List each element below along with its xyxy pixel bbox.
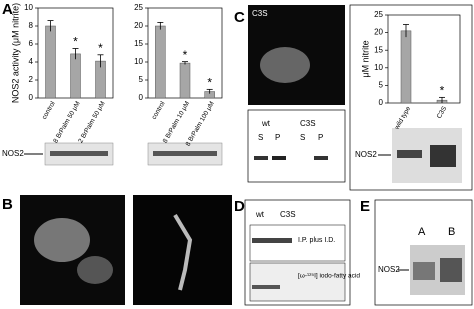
lane-label: C3S <box>300 119 316 128</box>
lane-label: wt <box>255 210 265 219</box>
y-tick-label: 20 <box>374 28 383 37</box>
blot-band <box>397 150 422 158</box>
bar <box>45 25 56 99</box>
fraction-label: P <box>275 133 280 142</box>
bar <box>179 62 191 99</box>
significance-marker: * <box>73 35 78 49</box>
significance-marker: * <box>440 84 445 98</box>
y-tick-label: 15 <box>134 39 143 48</box>
panel-box <box>244 199 351 306</box>
fraction-label: P <box>318 133 323 142</box>
x-tick-label: control <box>151 100 167 121</box>
bar <box>155 25 166 99</box>
x-tick-label: wild type <box>393 105 412 132</box>
row-label: [ω-¹²⁵I] iodo-fatty acid <box>298 273 360 280</box>
x-tick-label: control <box>41 100 57 121</box>
y-tick-label: 5 <box>379 81 384 90</box>
significance-marker: * <box>207 76 212 90</box>
blot-box <box>247 109 346 183</box>
bar <box>70 53 81 99</box>
y-axis-label: NOS2 activity (μM nitrite) <box>10 3 20 103</box>
y-tick-label: 10 <box>24 3 33 12</box>
cell <box>260 47 310 83</box>
y-tick-label: 8 <box>29 21 34 30</box>
panel-label: A <box>2 1 13 18</box>
image-label: C3S <box>252 9 268 18</box>
y-tick-label: 20 <box>134 21 143 30</box>
y-tick-label: 0 <box>379 98 384 107</box>
y-tick-label: 6 <box>29 39 34 48</box>
significance-marker: * <box>183 48 188 62</box>
fraction-label: S <box>258 133 263 142</box>
blot-label: NOS2 <box>378 265 400 274</box>
blot-band <box>413 262 435 280</box>
micrograph <box>133 195 232 305</box>
blot-band <box>272 156 286 160</box>
blot-band <box>254 156 268 160</box>
panel-label: C <box>234 9 245 26</box>
panel-label: B <box>2 196 13 213</box>
y-tick-label: 0 <box>29 93 34 102</box>
blot-band <box>50 151 108 156</box>
y-tick-label: 15 <box>374 45 383 54</box>
blot-label: NOS2 <box>2 149 24 158</box>
x-tick-label: 8 BrPalm 50 μM <box>52 100 81 144</box>
cell <box>34 218 90 262</box>
x-tick-label: 8 BrPalm 100 μM <box>185 100 216 147</box>
x-tick-label: 8 BrPalm 10 μM <box>162 100 191 144</box>
fraction-label: S <box>300 133 305 142</box>
blot-band <box>252 238 292 243</box>
bar <box>400 30 412 104</box>
blot-band <box>440 258 462 282</box>
significance-marker: * <box>98 41 103 55</box>
cell <box>173 213 193 291</box>
y-tick-label: 25 <box>134 3 143 12</box>
lane-label: A <box>418 226 426 238</box>
x-tick-label: 2 BrPalm 50 μM <box>77 100 106 144</box>
panel-label: E <box>360 198 370 215</box>
y-tick-label: 2 <box>29 75 34 84</box>
y-tick-label: 0 <box>139 93 144 102</box>
blot-band <box>314 156 328 160</box>
lane-label: wt <box>261 119 271 128</box>
y-tick-label: 25 <box>374 10 383 19</box>
y-tick-label: 10 <box>374 63 383 72</box>
blot-label: NOS2 <box>355 150 377 159</box>
lane-label: B <box>448 226 455 238</box>
y-tick-label: 10 <box>134 57 143 66</box>
cell <box>77 256 113 284</box>
blot <box>249 262 346 302</box>
blot-band <box>252 285 280 289</box>
panel-label: D <box>234 198 245 215</box>
row-label: I.P. plus I.D. <box>298 237 335 244</box>
lane-label: C3S <box>280 210 296 219</box>
plot-frame <box>387 14 461 104</box>
panel-box <box>349 4 473 191</box>
blot-band <box>430 145 456 167</box>
y-axis-label: μM nitrite <box>360 40 370 77</box>
panel-box <box>374 199 473 306</box>
y-tick-label: 4 <box>29 57 34 66</box>
y-tick-label: 5 <box>139 75 144 84</box>
x-tick-label: C3S <box>436 105 449 120</box>
blot-band <box>153 151 217 156</box>
